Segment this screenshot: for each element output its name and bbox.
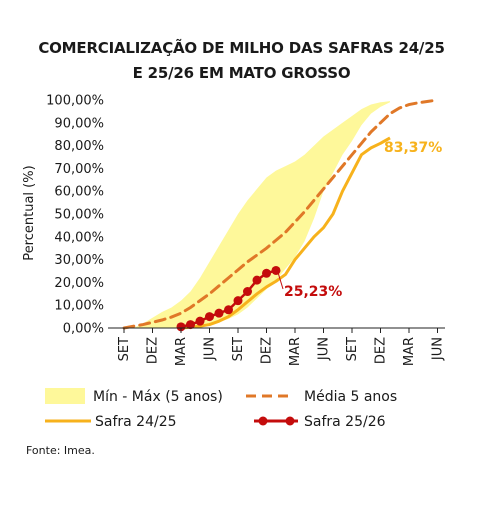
series-media-5-anos bbox=[122, 98, 439, 330]
legend-label-safra-24-25: Safra 24/25 bbox=[95, 414, 177, 430]
point-safra-25-26 bbox=[252, 275, 262, 285]
axis-layer: 0,00% 10,00% 20,00% 30,00% 40,00% 50,00% 60,00… bbox=[22, 94, 446, 367]
legend-swatch-band bbox=[45, 388, 85, 404]
point-safra-25-26 bbox=[176, 322, 186, 332]
x-tick-label: SET bbox=[231, 337, 246, 361]
point-safra-25-26 bbox=[214, 308, 224, 318]
point-safra-25-26 bbox=[195, 316, 205, 326]
y-tick-label: 70,00% bbox=[54, 162, 104, 177]
legend-marker-safra-25-26 bbox=[258, 416, 268, 426]
point-safra-25-26 bbox=[186, 320, 195, 330]
x-tick-label: MAR bbox=[288, 337, 303, 366]
x-tick-label: DEZ bbox=[146, 337, 161, 364]
legend-label-media: Média 5 anos bbox=[304, 389, 397, 405]
y-tick-label: 80,00% bbox=[54, 139, 104, 154]
x-tick-label: MAR bbox=[402, 337, 417, 366]
point-safra-25-26 bbox=[271, 265, 281, 275]
x-tick-label: DEZ bbox=[260, 337, 275, 364]
y-tick-label: 50,00% bbox=[54, 208, 104, 223]
x-tick-label: SET bbox=[117, 337, 132, 361]
x-tick-label: JUN bbox=[317, 337, 332, 361]
y-tick-label: 90,00% bbox=[54, 116, 104, 131]
point-safra-25-26 bbox=[224, 305, 233, 315]
label-safra-24-25-last: 83,37% bbox=[384, 140, 442, 156]
chart-title-line-2: E 25/26 EM MATO GROSSO bbox=[132, 64, 351, 82]
series-safra-24-25 bbox=[180, 136, 391, 330]
legend-marker-safra-25-26 bbox=[285, 416, 295, 426]
y-tick-label: 10,00% bbox=[54, 299, 104, 314]
y-tick-label: 40,00% bbox=[54, 230, 104, 245]
y-tick-label: 20,00% bbox=[54, 276, 104, 291]
source-note: Fonte: Imea. bbox=[26, 444, 95, 457]
x-tick-label: JUN bbox=[431, 337, 446, 361]
chart-title: COMERCIALIZAÇÃO DE MILHO DAS SAFRAS 24/2… bbox=[0, 36, 483, 86]
point-safra-25-26 bbox=[243, 287, 252, 297]
legend: Mín - Máx (5 anos) Média 5 anos Safra 24/2… bbox=[45, 388, 397, 430]
label-layer: 83,37% 25,23% bbox=[277, 140, 442, 300]
point-safra-25-26 bbox=[233, 296, 243, 306]
legend-label-safra-25-26: Safra 25/26 bbox=[304, 414, 386, 430]
y-tick-label: 100,00% bbox=[46, 94, 104, 109]
band-layer bbox=[133, 101, 390, 328]
legend-label-band: Mín - Máx (5 anos) bbox=[93, 389, 223, 405]
point-safra-25-26 bbox=[262, 268, 271, 278]
chart-title-line-1: COMERCIALIZAÇÃO DE MILHO DAS SAFRAS 24/2… bbox=[38, 39, 445, 57]
label-leader-line bbox=[277, 272, 284, 290]
band-min-max bbox=[133, 101, 390, 328]
y-tick-label: 60,00% bbox=[54, 185, 104, 200]
series-layer bbox=[122, 98, 439, 332]
x-tick-label: SET bbox=[345, 337, 360, 361]
y-tick-label: 0,00% bbox=[63, 322, 104, 337]
x-tick-label: DEZ bbox=[374, 337, 389, 364]
label-safra-25-26-last: 25,23% bbox=[284, 284, 342, 300]
x-tick-label: MAR bbox=[174, 337, 189, 366]
y-tick-label: 30,00% bbox=[54, 253, 104, 268]
x-tick-label: JUN bbox=[203, 337, 218, 361]
y-axis-title: Percentual (%) bbox=[22, 165, 37, 260]
point-safra-25-26 bbox=[205, 312, 214, 322]
